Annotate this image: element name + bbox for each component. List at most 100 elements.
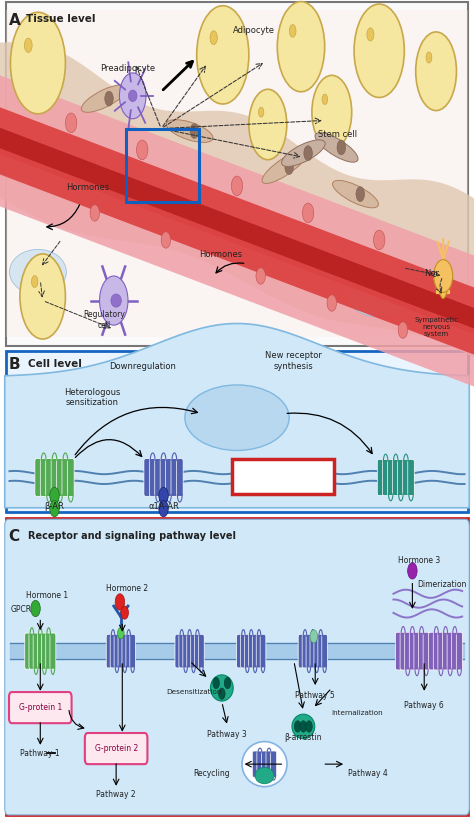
- Text: Pathway 6: Pathway 6: [404, 701, 444, 710]
- FancyBboxPatch shape: [130, 634, 136, 668]
- Circle shape: [310, 630, 318, 643]
- FancyBboxPatch shape: [33, 633, 39, 669]
- FancyBboxPatch shape: [400, 632, 406, 670]
- Text: Stem cell: Stem cell: [318, 129, 357, 138]
- FancyBboxPatch shape: [110, 634, 116, 668]
- Ellipse shape: [25, 38, 32, 52]
- Circle shape: [100, 276, 128, 325]
- Circle shape: [105, 91, 113, 106]
- Text: Internalization: Internalization: [331, 710, 383, 716]
- Text: Hormone 2: Hormone 2: [106, 584, 148, 593]
- Text: Hormones: Hormones: [199, 250, 242, 259]
- Ellipse shape: [111, 294, 121, 307]
- FancyBboxPatch shape: [260, 634, 266, 668]
- Text: Cell level: Cell level: [28, 359, 82, 369]
- Circle shape: [213, 677, 219, 689]
- Circle shape: [137, 140, 148, 160]
- FancyBboxPatch shape: [191, 634, 196, 668]
- Text: Nor: Nor: [424, 269, 439, 278]
- FancyBboxPatch shape: [387, 459, 394, 495]
- FancyBboxPatch shape: [25, 633, 31, 669]
- Ellipse shape: [277, 2, 325, 92]
- Ellipse shape: [426, 52, 432, 63]
- Ellipse shape: [348, 276, 410, 317]
- FancyBboxPatch shape: [51, 459, 58, 496]
- FancyBboxPatch shape: [40, 459, 47, 496]
- Text: Adipocyte: Adipocyte: [233, 25, 274, 34]
- Ellipse shape: [262, 151, 307, 183]
- Circle shape: [159, 487, 168, 504]
- Bar: [6, 518, 468, 815]
- Text: G-protein 2: G-protein 2: [94, 744, 138, 753]
- FancyBboxPatch shape: [155, 459, 162, 496]
- FancyBboxPatch shape: [9, 692, 72, 723]
- Text: C: C: [9, 528, 19, 544]
- Polygon shape: [6, 10, 468, 337]
- Circle shape: [408, 563, 417, 579]
- Ellipse shape: [82, 85, 127, 112]
- Polygon shape: [0, 128, 474, 334]
- FancyBboxPatch shape: [314, 634, 319, 668]
- Ellipse shape: [10, 12, 65, 114]
- FancyBboxPatch shape: [298, 634, 304, 668]
- Ellipse shape: [333, 180, 378, 208]
- FancyBboxPatch shape: [29, 633, 35, 669]
- FancyBboxPatch shape: [410, 632, 415, 670]
- Ellipse shape: [416, 32, 456, 111]
- FancyBboxPatch shape: [306, 634, 312, 668]
- Circle shape: [398, 322, 408, 338]
- FancyBboxPatch shape: [237, 634, 242, 668]
- Text: Pathway 3: Pathway 3: [207, 730, 246, 739]
- FancyBboxPatch shape: [149, 459, 156, 496]
- FancyBboxPatch shape: [423, 632, 429, 670]
- Ellipse shape: [242, 742, 287, 786]
- Bar: [6, 2, 468, 346]
- FancyBboxPatch shape: [67, 459, 74, 496]
- Circle shape: [50, 487, 59, 504]
- FancyBboxPatch shape: [56, 459, 64, 496]
- FancyBboxPatch shape: [433, 632, 439, 670]
- Circle shape: [304, 146, 312, 161]
- FancyBboxPatch shape: [443, 632, 448, 670]
- Circle shape: [300, 721, 307, 732]
- Text: Sympathetic
nervous
system: Sympathetic nervous system: [414, 317, 458, 337]
- Circle shape: [285, 160, 293, 174]
- Text: α1A-AR: α1A-AR: [148, 502, 179, 511]
- Text: β-AR: β-AR: [45, 502, 64, 511]
- FancyBboxPatch shape: [405, 632, 411, 670]
- FancyBboxPatch shape: [447, 632, 453, 670]
- Ellipse shape: [128, 90, 137, 102]
- FancyBboxPatch shape: [408, 459, 414, 495]
- FancyBboxPatch shape: [398, 459, 404, 495]
- FancyBboxPatch shape: [266, 751, 272, 777]
- FancyBboxPatch shape: [271, 751, 277, 777]
- Ellipse shape: [210, 31, 217, 44]
- FancyBboxPatch shape: [322, 634, 328, 668]
- Circle shape: [50, 500, 59, 517]
- FancyBboxPatch shape: [452, 632, 458, 670]
- FancyBboxPatch shape: [456, 632, 463, 670]
- Text: Heterologous
sensitization: Heterologous sensitization: [64, 388, 120, 407]
- Ellipse shape: [258, 107, 264, 117]
- Polygon shape: [0, 148, 474, 355]
- Text: Hormone 3: Hormone 3: [398, 555, 440, 564]
- Bar: [232, 459, 334, 494]
- FancyBboxPatch shape: [5, 519, 469, 815]
- FancyBboxPatch shape: [118, 634, 124, 668]
- Ellipse shape: [289, 25, 296, 37]
- Circle shape: [121, 606, 128, 619]
- FancyBboxPatch shape: [438, 632, 444, 670]
- FancyBboxPatch shape: [42, 633, 47, 669]
- FancyBboxPatch shape: [310, 634, 316, 668]
- FancyBboxPatch shape: [50, 633, 56, 669]
- Bar: [126, 129, 199, 202]
- Circle shape: [294, 721, 301, 732]
- Ellipse shape: [166, 120, 213, 143]
- Polygon shape: [0, 107, 474, 314]
- Text: B: B: [9, 356, 20, 372]
- Polygon shape: [0, 42, 474, 358]
- Polygon shape: [5, 324, 469, 508]
- Circle shape: [161, 232, 171, 248]
- FancyBboxPatch shape: [392, 459, 399, 495]
- FancyBboxPatch shape: [252, 751, 258, 777]
